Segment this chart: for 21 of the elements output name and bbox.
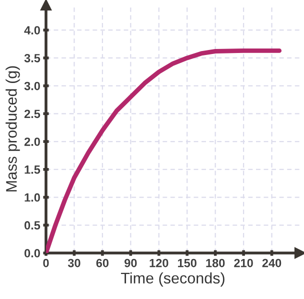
y-tick-label: 1.0 [24, 193, 40, 202]
y-axis-title: Mass produced (g) [6, 66, 20, 192]
x-tick-label: 150 [178, 258, 196, 268]
x-tick-label: 120 [150, 258, 168, 268]
y-tick-label: 2.0 [24, 138, 40, 146]
line-series [46, 48, 282, 253]
y-tick-label: 2.5 [24, 110, 40, 118]
y-tick-label: 4.0 [24, 26, 40, 34]
x-tick-label: 240 [262, 258, 282, 268]
y-tick-label: 0.0 [24, 249, 40, 258]
y-tick-label: 3.5 [24, 54, 40, 62]
x-tick-label: 30 [68, 258, 80, 268]
y-tick-label: 3.0 [24, 82, 40, 90]
y-tick-label: 1.5 [24, 166, 40, 174]
x-axis-title: Time (seconds) [120, 272, 224, 287]
x-tick-label: 60 [96, 258, 109, 268]
x-tick-label: 210 [234, 258, 253, 268]
x-tick-label: 180 [206, 258, 225, 268]
x-tick-label: 0 [43, 258, 49, 268]
y-tick-label: 0.5 [24, 221, 40, 230]
x-tick-label: 90 [124, 258, 137, 268]
